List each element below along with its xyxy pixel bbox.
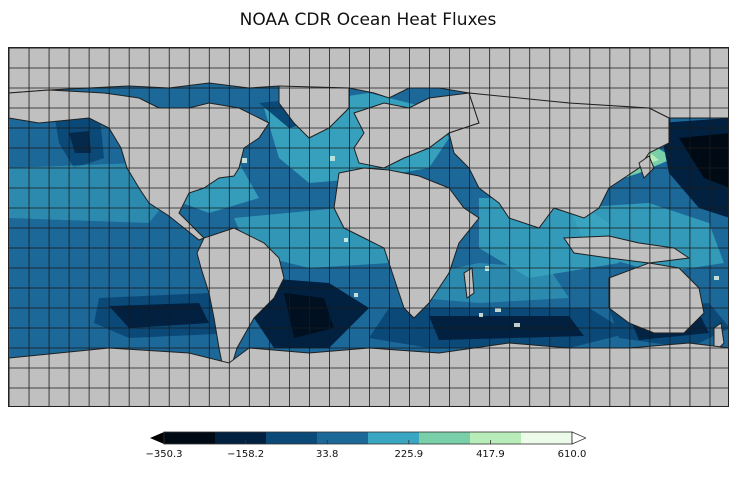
colorbar-under-arrow <box>150 432 164 444</box>
lat-lon-grid <box>9 48 728 406</box>
colorbar-label: 417.9 <box>476 449 505 460</box>
land-masses <box>9 48 728 406</box>
colorbar-label: 33.8 <box>316 449 339 460</box>
page-title: NOAA CDR Ocean Heat Fluxes <box>239 10 497 30</box>
colorbar-over-arrow <box>571 431 586 445</box>
colorbar-ticks <box>163 440 573 444</box>
map-panel <box>8 47 729 407</box>
ocean-heat-flux-map <box>9 48 728 406</box>
colorbar-bin <box>521 432 573 444</box>
colorbar-bin <box>317 432 369 444</box>
colorbar-label: −158.2 <box>227 449 265 460</box>
colorbar-bin <box>470 432 522 444</box>
colorbar-label: 225.9 <box>394 449 424 460</box>
colorbar-bin <box>419 432 471 444</box>
colorbar-bin <box>266 432 318 444</box>
colorbar-bins <box>163 431 573 445</box>
colorbar-bin <box>368 432 420 444</box>
colorbar-bin <box>164 432 216 444</box>
colorbar <box>150 431 586 445</box>
colorbar-label: −350.3 <box>145 449 183 460</box>
colorbar-bin <box>215 432 267 444</box>
colorbar-label: 610.0 <box>557 449 587 460</box>
